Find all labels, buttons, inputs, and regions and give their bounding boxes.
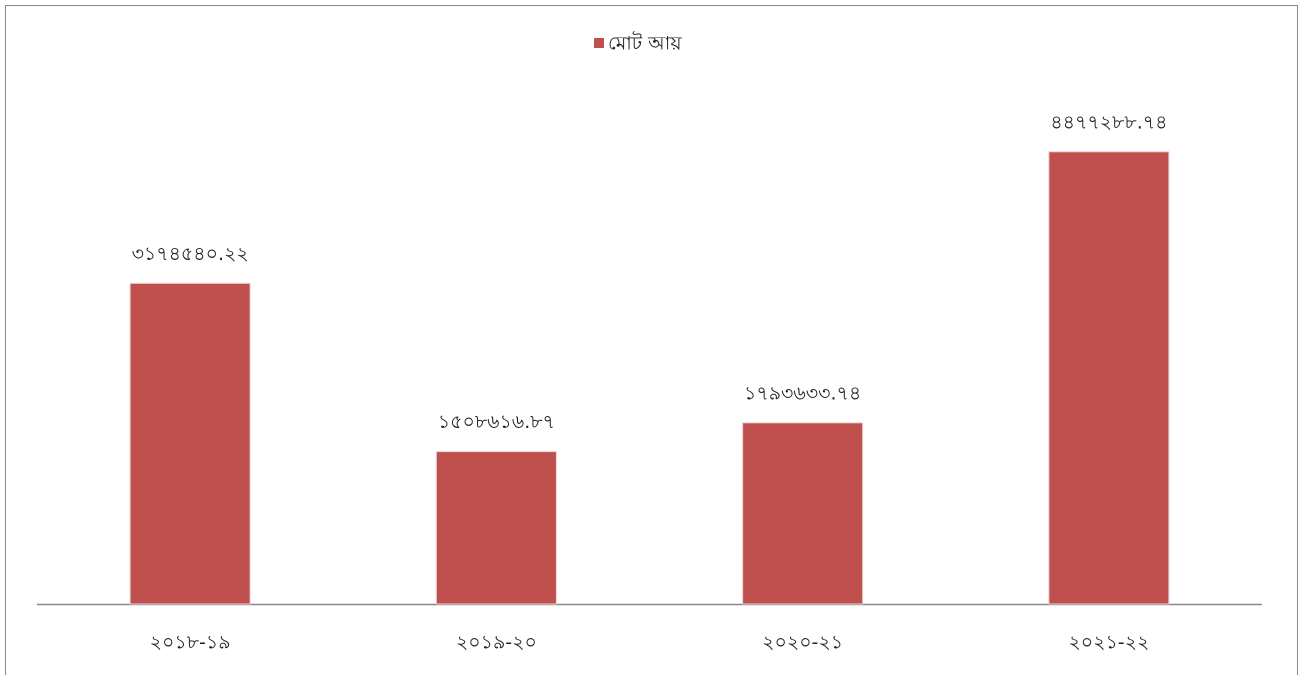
chart-border [5, 5, 1298, 675]
bar [129, 282, 251, 605]
data-label: ১৫০৮৬১৬.৮৭ [438, 411, 555, 433]
x-tick-label: ২০২০-২১ [762, 632, 843, 654]
x-tick-label: ২০১৮-১৯ [150, 632, 231, 654]
legend-label: মোট আয় [608, 32, 682, 55]
bar [1048, 151, 1170, 605]
bar [435, 451, 557, 605]
x-tick-label: ২০২১-২২ [1068, 632, 1149, 654]
data-label: ৩১৭৪৫৪০.২২ [132, 243, 249, 265]
bar [742, 422, 864, 605]
legend-swatch [594, 38, 604, 48]
data-label: ৪৪৭৭২৮৮.৭৪ [1050, 111, 1167, 133]
x-tick-label: ২০১৯-২০ [456, 632, 537, 654]
data-label: ১৭৯৩৬৩৩.৭৪ [744, 382, 861, 404]
